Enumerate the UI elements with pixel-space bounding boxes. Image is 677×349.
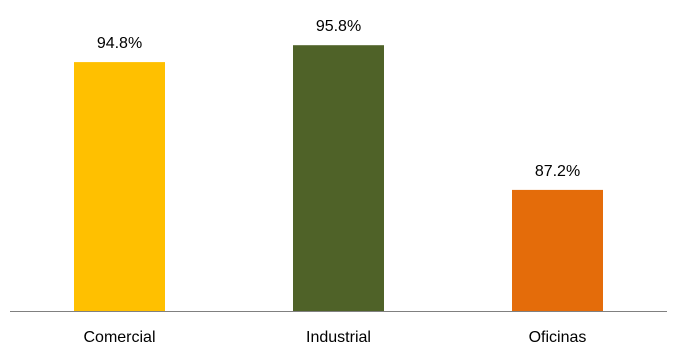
bar-oficinas: [512, 189, 603, 311]
bars-group: [74, 45, 603, 311]
data-label-oficinas: 87.2%: [535, 163, 580, 180]
x-tick-labels-group: Comercial Industrial Oficinas: [83, 329, 586, 346]
data-labels-group: 94.8% 95.8% 87.2%: [97, 18, 580, 180]
bar-comercial: [74, 62, 165, 311]
x-tick-label-comercial: Comercial: [83, 329, 155, 346]
x-tick-label-oficinas: Oficinas: [529, 329, 587, 346]
bar-industrial: [293, 45, 384, 311]
x-tick-label-industrial: Industrial: [306, 329, 371, 346]
data-label-comercial: 94.8%: [97, 35, 142, 52]
data-label-industrial: 95.8%: [316, 18, 361, 35]
